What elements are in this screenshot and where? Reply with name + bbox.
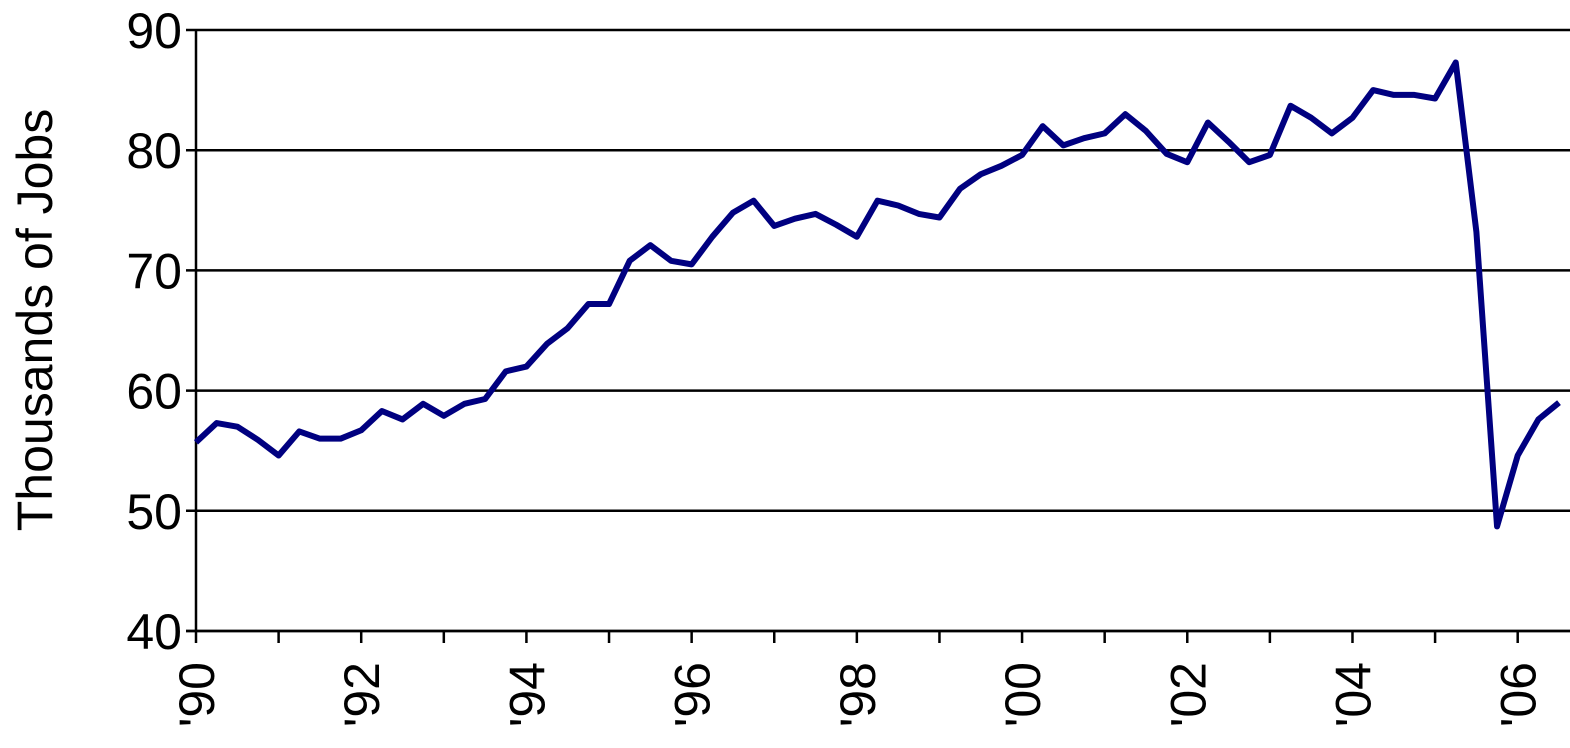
x-tick-label: '04 [1325, 662, 1381, 727]
x-tick-label: '92 [334, 662, 390, 727]
y-tick-label: 60 [126, 364, 182, 420]
x-tick-label: '98 [830, 662, 886, 727]
x-tick-label: '02 [1160, 662, 1216, 727]
x-tick-label: '96 [665, 662, 721, 727]
y-tick-label: 50 [126, 484, 182, 540]
data-line [193, 59, 1561, 530]
y-tick-label: 90 [126, 3, 182, 59]
x-tick-label: '94 [499, 662, 555, 727]
y-tick-label: 70 [126, 243, 182, 299]
x-tick-label: '90 [169, 662, 225, 727]
x-tick-label: '06 [1491, 662, 1547, 727]
y-tick-label: 80 [126, 123, 182, 179]
y-axis-label: Thousands of Jobs [7, 109, 63, 532]
y-tick-label: 40 [126, 604, 182, 660]
x-tick-label: '00 [995, 662, 1051, 727]
